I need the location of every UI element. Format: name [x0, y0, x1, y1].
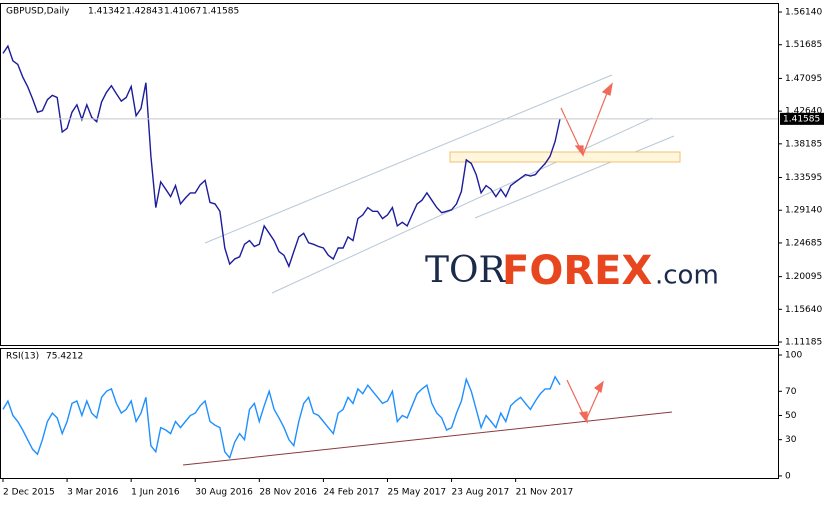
x-tick-label: 24 Feb 2017 [323, 488, 379, 498]
x-tick-label: 25 May 2017 [387, 488, 446, 498]
ohlc-value: 1.41067 [164, 7, 201, 17]
forecast-arrows [560, 82, 613, 157]
x-tick-label: 1 Jun 2016 [131, 488, 180, 498]
y-tick-label: 1.47095 [785, 74, 822, 84]
channel-line [204, 74, 613, 244]
y-tick-label: 1.29140 [785, 206, 822, 216]
y2-tick-label: 0 [785, 471, 791, 481]
x-tick-label: 3 Mar 2016 [67, 488, 119, 498]
price-marker-label: 1.41585 [783, 114, 820, 124]
x-tick-label: 30 Aug 2016 [195, 488, 253, 498]
price-marker [780, 112, 824, 125]
y-tick-label: 1.15640 [785, 305, 822, 315]
x-tick-label: 21 Nov 2017 [516, 488, 574, 498]
resistance-zone [449, 151, 681, 163]
series-title: GBPUSD,Daily [6, 7, 70, 17]
watermark-part: TOR [425, 250, 507, 291]
series-title: RSI(13) [6, 352, 39, 362]
y2-tick-label: 70 [785, 387, 797, 397]
price-panel [0, 3, 779, 346]
arrow-head [593, 380, 604, 393]
y-tick-label: 1.24685 [785, 238, 822, 248]
y-tick-label: 1.20095 [785, 272, 822, 282]
rsi-panel [0, 348, 779, 479]
ohlc-value: 1.41342 [88, 7, 125, 17]
y2-tick-label: 30 [785, 435, 797, 445]
x-tick-label: 2 Dec 2015 [3, 488, 55, 498]
trend-channels [204, 74, 675, 294]
y-tick-label: 1.51685 [785, 40, 822, 50]
y2-tick-label: 100 [785, 351, 802, 361]
x-tick-label: 28 Nov 2016 [259, 488, 317, 498]
watermark-part: .com [655, 261, 719, 291]
y-tick-label: 1.56140 [785, 8, 822, 18]
x-tick-label: 23 Aug 2017 [452, 488, 510, 498]
channel-line [271, 117, 653, 294]
y-tick-label: 1.11185 [785, 338, 822, 348]
y-tick-label: 1.42640 [785, 107, 822, 117]
arrow-head [601, 82, 613, 96]
price-line [2, 44, 561, 269]
y2-tick-label: 50 [785, 411, 797, 421]
channel-line [474, 135, 675, 219]
rsi-trendline [182, 411, 673, 466]
y-tick-label: 1.38185 [785, 139, 822, 149]
watermark-part: FOREX [502, 248, 652, 294]
ohlc-value: 1.42843 [126, 7, 163, 17]
arrow-head [574, 145, 584, 157]
rsi-last-value: 75.4212 [46, 352, 83, 362]
ohlc-value: 1.41585 [202, 7, 239, 17]
rsi-arrows [566, 379, 604, 424]
y-tick-label: 1.33595 [785, 173, 822, 183]
rsi-line [2, 375, 561, 460]
arrow-head [578, 411, 588, 424]
